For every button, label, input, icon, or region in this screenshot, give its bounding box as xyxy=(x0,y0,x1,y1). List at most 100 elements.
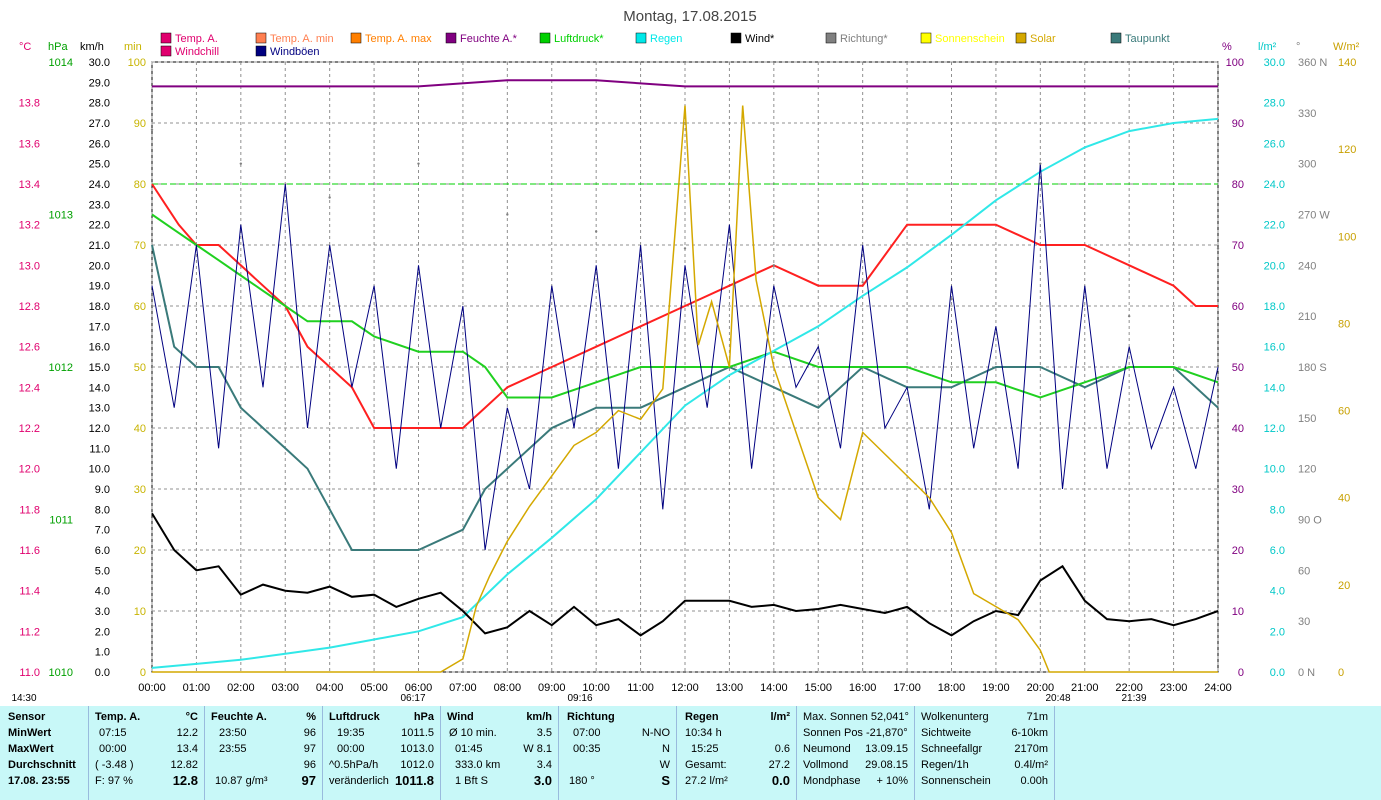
stats-dir-r2-value: N xyxy=(662,743,670,755)
stats-label-min: MinWert xyxy=(8,727,52,739)
series-line-3 xyxy=(152,79,1218,88)
legend-swatch-3 xyxy=(445,32,457,44)
axis-units: °C hPa km/h min % l/m² ° W/m² xyxy=(19,41,1360,53)
stats-press-min-value: 1011.5 xyxy=(401,727,434,739)
legend-swatch-12 xyxy=(255,45,267,57)
stats-sun-r2-label: Neumond xyxy=(803,743,851,755)
sun-mark-3: 20:48 xyxy=(1045,693,1070,704)
solar-tick-3: 80 xyxy=(1338,318,1350,330)
rain-tick-11: 8.0 xyxy=(1270,504,1285,516)
hum-tick-10: 0 xyxy=(1238,667,1244,679)
legend-label-5: Regen xyxy=(650,33,682,45)
x-tick-1: 01:00 xyxy=(183,682,211,694)
legend-label-1: Temp. A. min xyxy=(270,33,334,45)
stats-dir-r1-label: 07:00 xyxy=(573,727,601,739)
stats-sun-r3-value: 29.08.15 xyxy=(865,759,908,771)
hum-tick-9: 10 xyxy=(1232,606,1244,618)
stats-hum-max-value: 97 xyxy=(303,743,316,755)
wind-tick-8: 22.0 xyxy=(89,220,110,232)
x-tick-17: 17:00 xyxy=(893,682,921,694)
chart-title: Montag, 17.08.2015 xyxy=(623,8,756,25)
wind-tick-16: 14.0 xyxy=(89,382,110,394)
wind-tick-17: 13.0 xyxy=(89,403,110,415)
rain-tick-12: 6.0 xyxy=(1270,545,1285,557)
wind-tick-0: 30.0 xyxy=(89,57,110,69)
stats-sun-r4-value: + 10% xyxy=(876,775,909,787)
x-tick-2: 02:00 xyxy=(227,682,255,694)
min-unit-label: min xyxy=(124,41,142,53)
series-line-4 xyxy=(151,117,1219,669)
wind-tick-19: 11.0 xyxy=(89,443,110,455)
stats-sun-r2-value: 13.09.15 xyxy=(865,743,908,755)
rain-unit-label: l/m² xyxy=(1258,41,1277,53)
min-tick-10: 0 xyxy=(140,667,146,679)
legend-swatch-6 xyxy=(730,32,742,44)
wind-tick-1: 29.0 xyxy=(89,77,110,89)
series-dot-8-9 xyxy=(950,298,953,301)
x-tick-0: 00:00 xyxy=(138,682,166,694)
sun-mark-2: 09:16 xyxy=(567,693,592,704)
rain-tick-15: 0.0 xyxy=(1270,667,1285,679)
series-line-7 xyxy=(152,105,1218,673)
wind-tick-5: 25.0 xyxy=(89,159,110,171)
weather-chart: Montag, 17.08.2015 Temp. A. Temp. A. min T… xyxy=(11,8,1360,704)
solar-tick-4: 60 xyxy=(1338,406,1350,418)
series-line-1 xyxy=(151,244,1219,551)
solar-tick-7: 0 xyxy=(1338,667,1344,679)
stats-press-avg-extra: ^0.5hPa/h xyxy=(329,759,379,771)
solar-tick-1: 120 xyxy=(1338,144,1356,156)
stats-col-sensor: Sensor MinWert MaxWert Durchschnitt 17.0… xyxy=(0,706,88,800)
temp-tick-4: 13.0 xyxy=(19,260,40,272)
stats-temp-header: Temp. A. xyxy=(95,711,141,723)
stats-rain-r4-label: 27.2 l/m² xyxy=(685,775,728,787)
temp-tick-14: 11.0 xyxy=(19,667,40,679)
x-tick-20: 20:00 xyxy=(1027,682,1055,694)
min-tick-3: 70 xyxy=(134,240,146,252)
stats-col-temp: Temp. A. °C 07:15 12.2 00:00 13.4 ( -3.4… xyxy=(88,706,204,800)
stats-temp-now-value: 12.8 xyxy=(172,773,198,788)
series-dot-8-1 xyxy=(239,162,243,165)
x-tick-22: 22:00 xyxy=(1115,682,1143,694)
hum-tick-5: 50 xyxy=(1232,362,1244,374)
stats-press-header: Luftdruck xyxy=(329,711,380,723)
stats-hum-unit: % xyxy=(306,711,316,723)
series-line-0 xyxy=(151,183,1218,429)
x-tick-11: 11:00 xyxy=(627,682,654,694)
solar-tick-6: 20 xyxy=(1338,580,1350,592)
stats-col-cloud: Wolkenunterg 71m Sichtweite 6-10km Schne… xyxy=(914,706,1054,800)
temp-tick-3: 13.2 xyxy=(19,220,40,232)
stats-cloud-r3-label: Regen/1h xyxy=(921,759,969,771)
legend-label-8: Sonnenschein xyxy=(935,33,1005,45)
min-tick-4: 60 xyxy=(134,301,146,313)
rain-tick-4: 22.0 xyxy=(1264,220,1285,232)
wind-tick-11: 19.0 xyxy=(89,281,110,293)
dir-tick-10: 60 xyxy=(1298,565,1310,577)
wind-tick-23: 7.0 xyxy=(95,525,110,537)
hum-tick-1: 90 xyxy=(1232,118,1244,130)
series-dot-8-4 xyxy=(506,213,509,216)
stats-col-sun: Max. Sonnen 52,041° Sonnen Pos -21,870° … xyxy=(796,706,914,800)
min-tick-1: 90 xyxy=(134,118,146,130)
legend-swatch-1 xyxy=(255,32,267,44)
legend-label-4: Luftdruck* xyxy=(554,33,604,45)
legend-label-7: Richtung* xyxy=(840,33,888,45)
min-tick-2: 80 xyxy=(134,179,146,191)
stats-cloud-r3-value: 0.4l/m² xyxy=(1014,759,1048,771)
stats-temp-now-extra: F: 97 % xyxy=(95,775,133,787)
wind-unit-label: km/h xyxy=(80,41,104,53)
stats-cloud-r4-label: Sonnenschein xyxy=(921,775,991,787)
stats-temp-min-value: 12.2 xyxy=(176,727,198,739)
press-tick-4: 1010 xyxy=(49,667,73,679)
hum-tick-4: 60 xyxy=(1232,301,1244,313)
min-tick-8: 20 xyxy=(134,545,146,557)
legend-label-12: Windböen xyxy=(270,46,320,58)
stats-rain-r2-label: 15:25 xyxy=(691,743,719,755)
temp-tick-5: 12.8 xyxy=(19,301,40,313)
stats-cloud-r0-value: 71m xyxy=(1026,711,1048,723)
stats-temp-max-value: 13.4 xyxy=(176,743,198,755)
wind-tick-14: 16.0 xyxy=(89,342,110,354)
wind-tick-10: 20.0 xyxy=(89,260,110,272)
stats-rain-r3-label: Gesamt: xyxy=(685,759,727,771)
wind-tick-6: 24.0 xyxy=(89,179,110,191)
x-tick-9: 09:00 xyxy=(538,682,566,694)
